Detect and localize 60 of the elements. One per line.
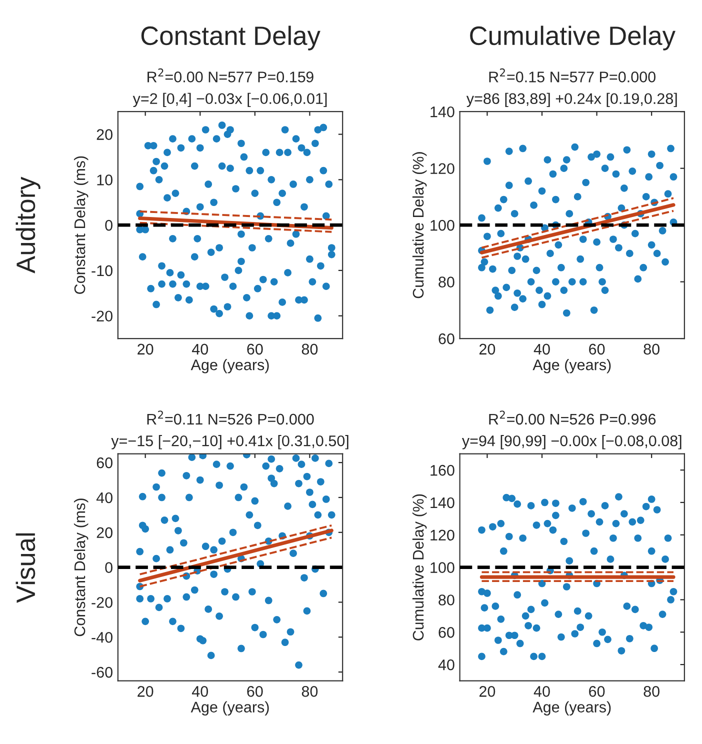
y-tick-label: 20 bbox=[96, 129, 112, 140]
y-tick-label: 120 bbox=[430, 163, 454, 174]
x-tick-label: 40 bbox=[192, 344, 208, 355]
x-tick-label: 80 bbox=[644, 686, 660, 697]
y-tick-label: 100 bbox=[430, 220, 454, 231]
chart-title: R$^{2}$=0.15 N=577 P=0.000 bbox=[489, 68, 656, 82]
x-tick-label: 80 bbox=[302, 344, 318, 355]
x-axis-title: Age (years) bbox=[532, 359, 611, 374]
x-tick-label: 60 bbox=[247, 686, 263, 697]
x-tick-label: 60 bbox=[247, 344, 263, 355]
x-tick-label: 60 bbox=[589, 686, 605, 697]
y-tick-label: 60 bbox=[438, 627, 454, 638]
y-tick-label: 60 bbox=[438, 333, 454, 344]
y-tick-label: 140 bbox=[430, 106, 454, 118]
chart-subtitle: y=86 [83,89] +0.24x [0.19,0.28] bbox=[466, 92, 677, 108]
x-tick-label: 40 bbox=[534, 344, 550, 355]
y-tick-label: 80 bbox=[438, 276, 454, 288]
y-tick-label: 10 bbox=[97, 174, 112, 186]
y-tick-label: 0 bbox=[105, 220, 112, 231]
chart-title: R$^{2}$=0.00 N=577 P=0.159 bbox=[148, 68, 314, 82]
chart-subtitle: y=94 [90,99] −0.00x [−0.08,0.08] bbox=[462, 435, 682, 450]
y-tick-label: 20 bbox=[96, 527, 112, 538]
y-tick-label: -20 bbox=[92, 597, 112, 608]
y-tick-label: 140 bbox=[430, 497, 454, 508]
chart-title: R$^{2}$=0.00 N=526 P=0.996 bbox=[489, 410, 656, 425]
x-tick-label: 20 bbox=[138, 686, 154, 697]
chart-title: R$^{2}$=0.11 N=526 P=0.000 bbox=[147, 410, 314, 425]
x-tick-label: 80 bbox=[302, 686, 318, 697]
x-axis-title: Age (years) bbox=[190, 701, 269, 716]
x-tick-label: 20 bbox=[479, 686, 496, 697]
x-tick-label: 20 bbox=[138, 344, 154, 355]
y-tick-label: 60 bbox=[96, 457, 112, 468]
y-tick-label: 40 bbox=[96, 492, 112, 504]
y-axis-title: Cumulative Delay (%) bbox=[412, 152, 427, 298]
y-tick-label: -20 bbox=[92, 310, 112, 322]
y-axis-title: Cumulative Delay (%) bbox=[412, 494, 427, 640]
text: Cumulative Delay bbox=[470, 26, 676, 50]
chart-subtitle: y=2 [0,4] −0.03x [−0.06,0.01] bbox=[132, 92, 327, 108]
y-tick-label: 160 bbox=[430, 464, 454, 476]
y-tick-label: 80 bbox=[438, 594, 454, 606]
y-tick-label: 40 bbox=[438, 659, 454, 670]
x-tick-label: 40 bbox=[534, 686, 550, 697]
y-tick-label: 120 bbox=[430, 530, 454, 541]
x-axis-title: Age (years) bbox=[190, 359, 269, 374]
y-tick-label: -60 bbox=[92, 666, 112, 678]
y-tick-label: 100 bbox=[430, 562, 454, 573]
y-axis-title: Constant Delay (ms) bbox=[74, 498, 88, 636]
y-axis-title: Constant Delay (ms) bbox=[74, 156, 88, 294]
text: Visual bbox=[16, 533, 36, 603]
x-axis-title: Age (years) bbox=[532, 701, 611, 716]
text: Constant Delay bbox=[141, 26, 320, 50]
x-tick-label: 40 bbox=[192, 686, 208, 697]
y-tick-label: -40 bbox=[92, 632, 112, 643]
text: Auditory bbox=[16, 176, 40, 274]
x-tick-label: 80 bbox=[644, 344, 660, 355]
x-tick-label: 60 bbox=[589, 344, 605, 355]
y-tick-label: -10 bbox=[92, 265, 112, 276]
chart-subtitle: y=−15 [−20,−10] +0.41x [0.31,0.50] bbox=[111, 435, 348, 450]
y-tick-label: 0 bbox=[105, 562, 112, 573]
x-tick-label: 20 bbox=[479, 344, 496, 355]
